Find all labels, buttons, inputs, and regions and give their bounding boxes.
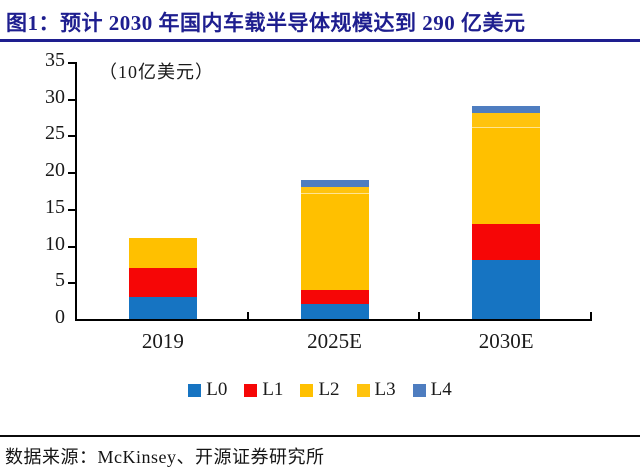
y-tick-label: 25 — [45, 122, 65, 145]
legend-swatch-l0 — [188, 383, 202, 397]
y-axis-tick — [68, 172, 75, 175]
y-tick-label: 15 — [45, 195, 65, 218]
footer-divider — [0, 435, 640, 437]
y-axis-tick — [68, 245, 75, 248]
bar-segment-2019-l0 — [128, 296, 197, 319]
x-axis-tick — [590, 312, 592, 319]
y-tick-label: 10 — [45, 232, 65, 255]
legend-item-l2: L2 — [300, 379, 340, 401]
y-axis-tick — [68, 208, 75, 211]
plot-area: （10亿美元） 0 5 10 15 20 25 30 35 2019 2025E 2030E — [45, 50, 592, 353]
legend-swatch-l2 — [300, 383, 314, 397]
legend-item-l3: L3 — [356, 379, 396, 401]
title-divider — [0, 39, 640, 42]
x-axis-tick — [246, 312, 249, 319]
bar-segment-2019-l2 — [128, 238, 197, 268]
legend-label: L1 — [262, 379, 284, 400]
bar-segment-2019-l1 — [128, 267, 197, 297]
bar-segment-2030e-l0 — [472, 260, 541, 319]
figure-title: 图1：预计 2030 年国内车载半导体规模达到 290 亿美元 — [6, 11, 526, 35]
chart-legend: L0 L1 L2 L3 L4 — [0, 379, 640, 401]
y-tick-label: 35 — [45, 49, 65, 71]
bar-segment-2025e-l0 — [300, 304, 369, 319]
x-tick-label-2030e: 2030E — [478, 329, 534, 353]
y-axis-tick — [68, 98, 75, 101]
legend-swatch-l4 — [412, 383, 426, 397]
legend-label: L2 — [318, 379, 340, 400]
legend-swatch-l1 — [244, 383, 258, 397]
y-axis-tick — [68, 135, 75, 138]
x-axis-tick — [418, 312, 421, 319]
legend-item-l1: L1 — [244, 379, 283, 401]
legend-label: L4 — [430, 379, 452, 400]
y-axis-unit-label: （10亿美元） — [99, 62, 214, 82]
bar-segment-2025e-l2 — [300, 194, 369, 290]
y-tick-label: 30 — [45, 85, 65, 108]
y-axis-tick — [68, 62, 75, 64]
legend-swatch-l3 — [356, 383, 370, 397]
y-tick-label: 5 — [55, 269, 65, 292]
y-tick-label: 0 — [55, 306, 65, 328]
y-axis-tick — [68, 282, 75, 285]
y-tick-label: 20 — [45, 159, 65, 182]
legend-label: L3 — [374, 379, 396, 400]
bar-segment-2025e-l4 — [300, 179, 369, 187]
x-tick-label-2019: 2019 — [141, 329, 184, 353]
bar-segment-2030e-l1 — [472, 223, 541, 261]
bar-segment-2025e-l3 — [300, 186, 369, 195]
bar-segment-2030e-l2 — [472, 128, 541, 224]
bar-segment-2025e-l1 — [300, 289, 369, 305]
legend-label: L0 — [206, 379, 228, 400]
legend-item-l4: L4 — [412, 379, 452, 401]
bar-segment-2030e-l3 — [472, 113, 541, 129]
source-text: 数据来源：McKinsey、开源证券研究所 — [5, 447, 325, 467]
x-tick-label-2025e: 2025E — [307, 329, 362, 353]
legend-item-l0: L0 — [188, 379, 227, 401]
bar-segment-2030e-l4 — [472, 106, 541, 114]
